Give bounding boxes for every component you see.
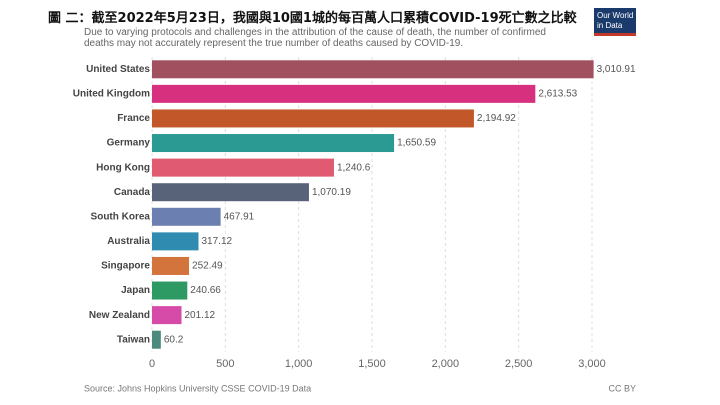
category-label: United States <box>86 64 150 75</box>
bar <box>152 158 334 177</box>
value-label: 60.2 <box>164 334 184 345</box>
x-tick-label: 2,500 <box>505 358 533 370</box>
bar <box>152 109 474 128</box>
bar <box>152 183 309 202</box>
x-tick-label: 500 <box>216 358 234 370</box>
value-label: 317.12 <box>202 236 233 247</box>
bar <box>152 281 188 300</box>
value-label: 3,010.91 <box>597 64 636 75</box>
bar <box>152 84 536 103</box>
value-label: 1,070.19 <box>312 187 351 198</box>
x-tick-label: 1,000 <box>285 358 313 370</box>
bar <box>152 306 182 325</box>
category-label: Hong Kong <box>96 162 150 173</box>
category-label: Singapore <box>101 261 150 272</box>
bar <box>152 60 594 79</box>
value-label: 252.49 <box>192 261 223 272</box>
value-label: 467.91 <box>224 211 255 222</box>
x-tick-label: 0 <box>149 358 155 370</box>
bar <box>152 232 199 251</box>
category-label: United Kingdom <box>73 89 150 100</box>
x-tick-label: 3,000 <box>578 358 606 370</box>
category-label: New Zealand <box>89 310 150 321</box>
chart-title: 圖 二：截至2022年5月23日，我國與10國1城的每百萬人口累積COVID-1… <box>48 11 577 26</box>
license: CC BY <box>608 383 636 393</box>
logo-text: Our World <box>597 11 634 20</box>
category-label: Germany <box>107 138 151 149</box>
category-label: South Korea <box>91 211 151 222</box>
logo: Our World in Data <box>594 8 636 36</box>
x-tick-label: 1,500 <box>358 358 386 370</box>
bar <box>152 256 190 275</box>
value-label: 2,613.53 <box>538 89 577 100</box>
bar <box>152 207 221 226</box>
bar <box>152 134 395 153</box>
value-label: 1,650.59 <box>397 138 436 149</box>
category-label: Australia <box>107 236 150 247</box>
logo-text: in Data <box>597 21 623 30</box>
value-label: 201.12 <box>184 310 215 321</box>
value-label: 1,240.6 <box>337 162 371 173</box>
category-label: Taiwan <box>117 334 150 345</box>
bar <box>152 330 161 349</box>
value-label: 240.66 <box>190 285 221 296</box>
x-tick-label: 2,000 <box>432 358 460 370</box>
chart-subtitle: Due to varying protocols and challenges … <box>84 27 546 49</box>
category-label: Canada <box>114 187 151 198</box>
category-label: France <box>117 113 150 124</box>
source: Source: Johns Hopkins University CSSE CO… <box>84 383 311 393</box>
category-label: Japan <box>121 285 150 296</box>
value-label: 2,194.92 <box>477 113 516 124</box>
